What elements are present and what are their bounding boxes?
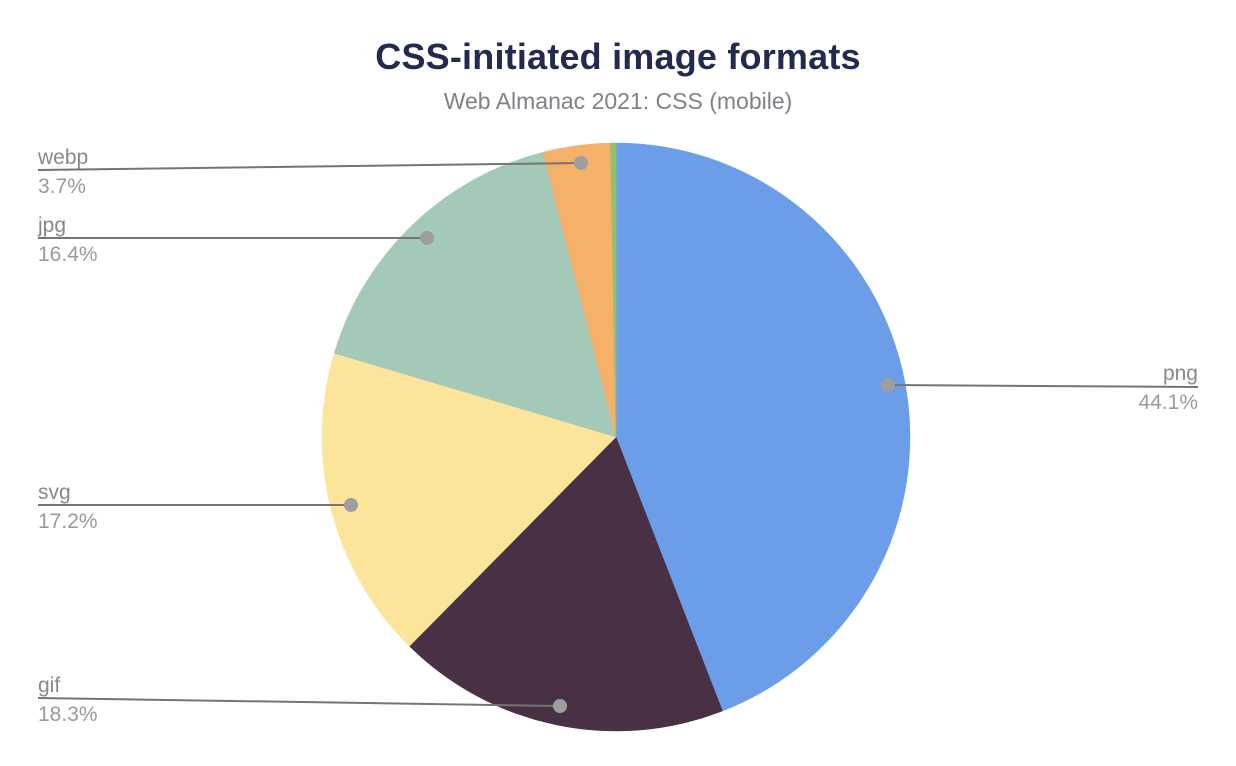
leader-dot-gif: [553, 699, 567, 713]
slice-value-jpg: 16.4%: [38, 243, 98, 266]
slice-value-webp: 3.7%: [38, 175, 86, 198]
leader-line-gif: [37, 697, 561, 707]
leader-line-webp: [37, 162, 582, 171]
slice-label-gif: gif: [38, 674, 61, 697]
leader-dot-png: [881, 378, 895, 392]
pie-slice-svg: [321, 352, 617, 647]
leader-line-png: [887, 384, 1199, 388]
slice-label-jpg: jpg: [38, 214, 67, 237]
slice-label-svg: svg: [38, 481, 71, 504]
pie-slice-other: [610, 142, 617, 438]
pie-slice-jpg: [333, 151, 617, 438]
leader-dot-webp: [574, 156, 588, 170]
pie-slice-png: [615, 142, 911, 712]
slice-value-png: 44.1%: [1138, 391, 1198, 414]
chart-subtitle: Web Almanac 2021: CSS (mobile): [443, 88, 793, 114]
pie-slice-gif: [409, 436, 723, 732]
chart-title: CSS-initiated image formats: [375, 36, 861, 77]
slice-label-webp: webp: [38, 146, 89, 169]
slice-label-png: png: [1162, 362, 1198, 385]
leader-dot-svg: [344, 498, 358, 512]
slice-value-gif: 18.3%: [38, 703, 98, 726]
leader-dot-jpg: [420, 231, 434, 245]
slice-value-svg: 17.2%: [38, 510, 98, 533]
